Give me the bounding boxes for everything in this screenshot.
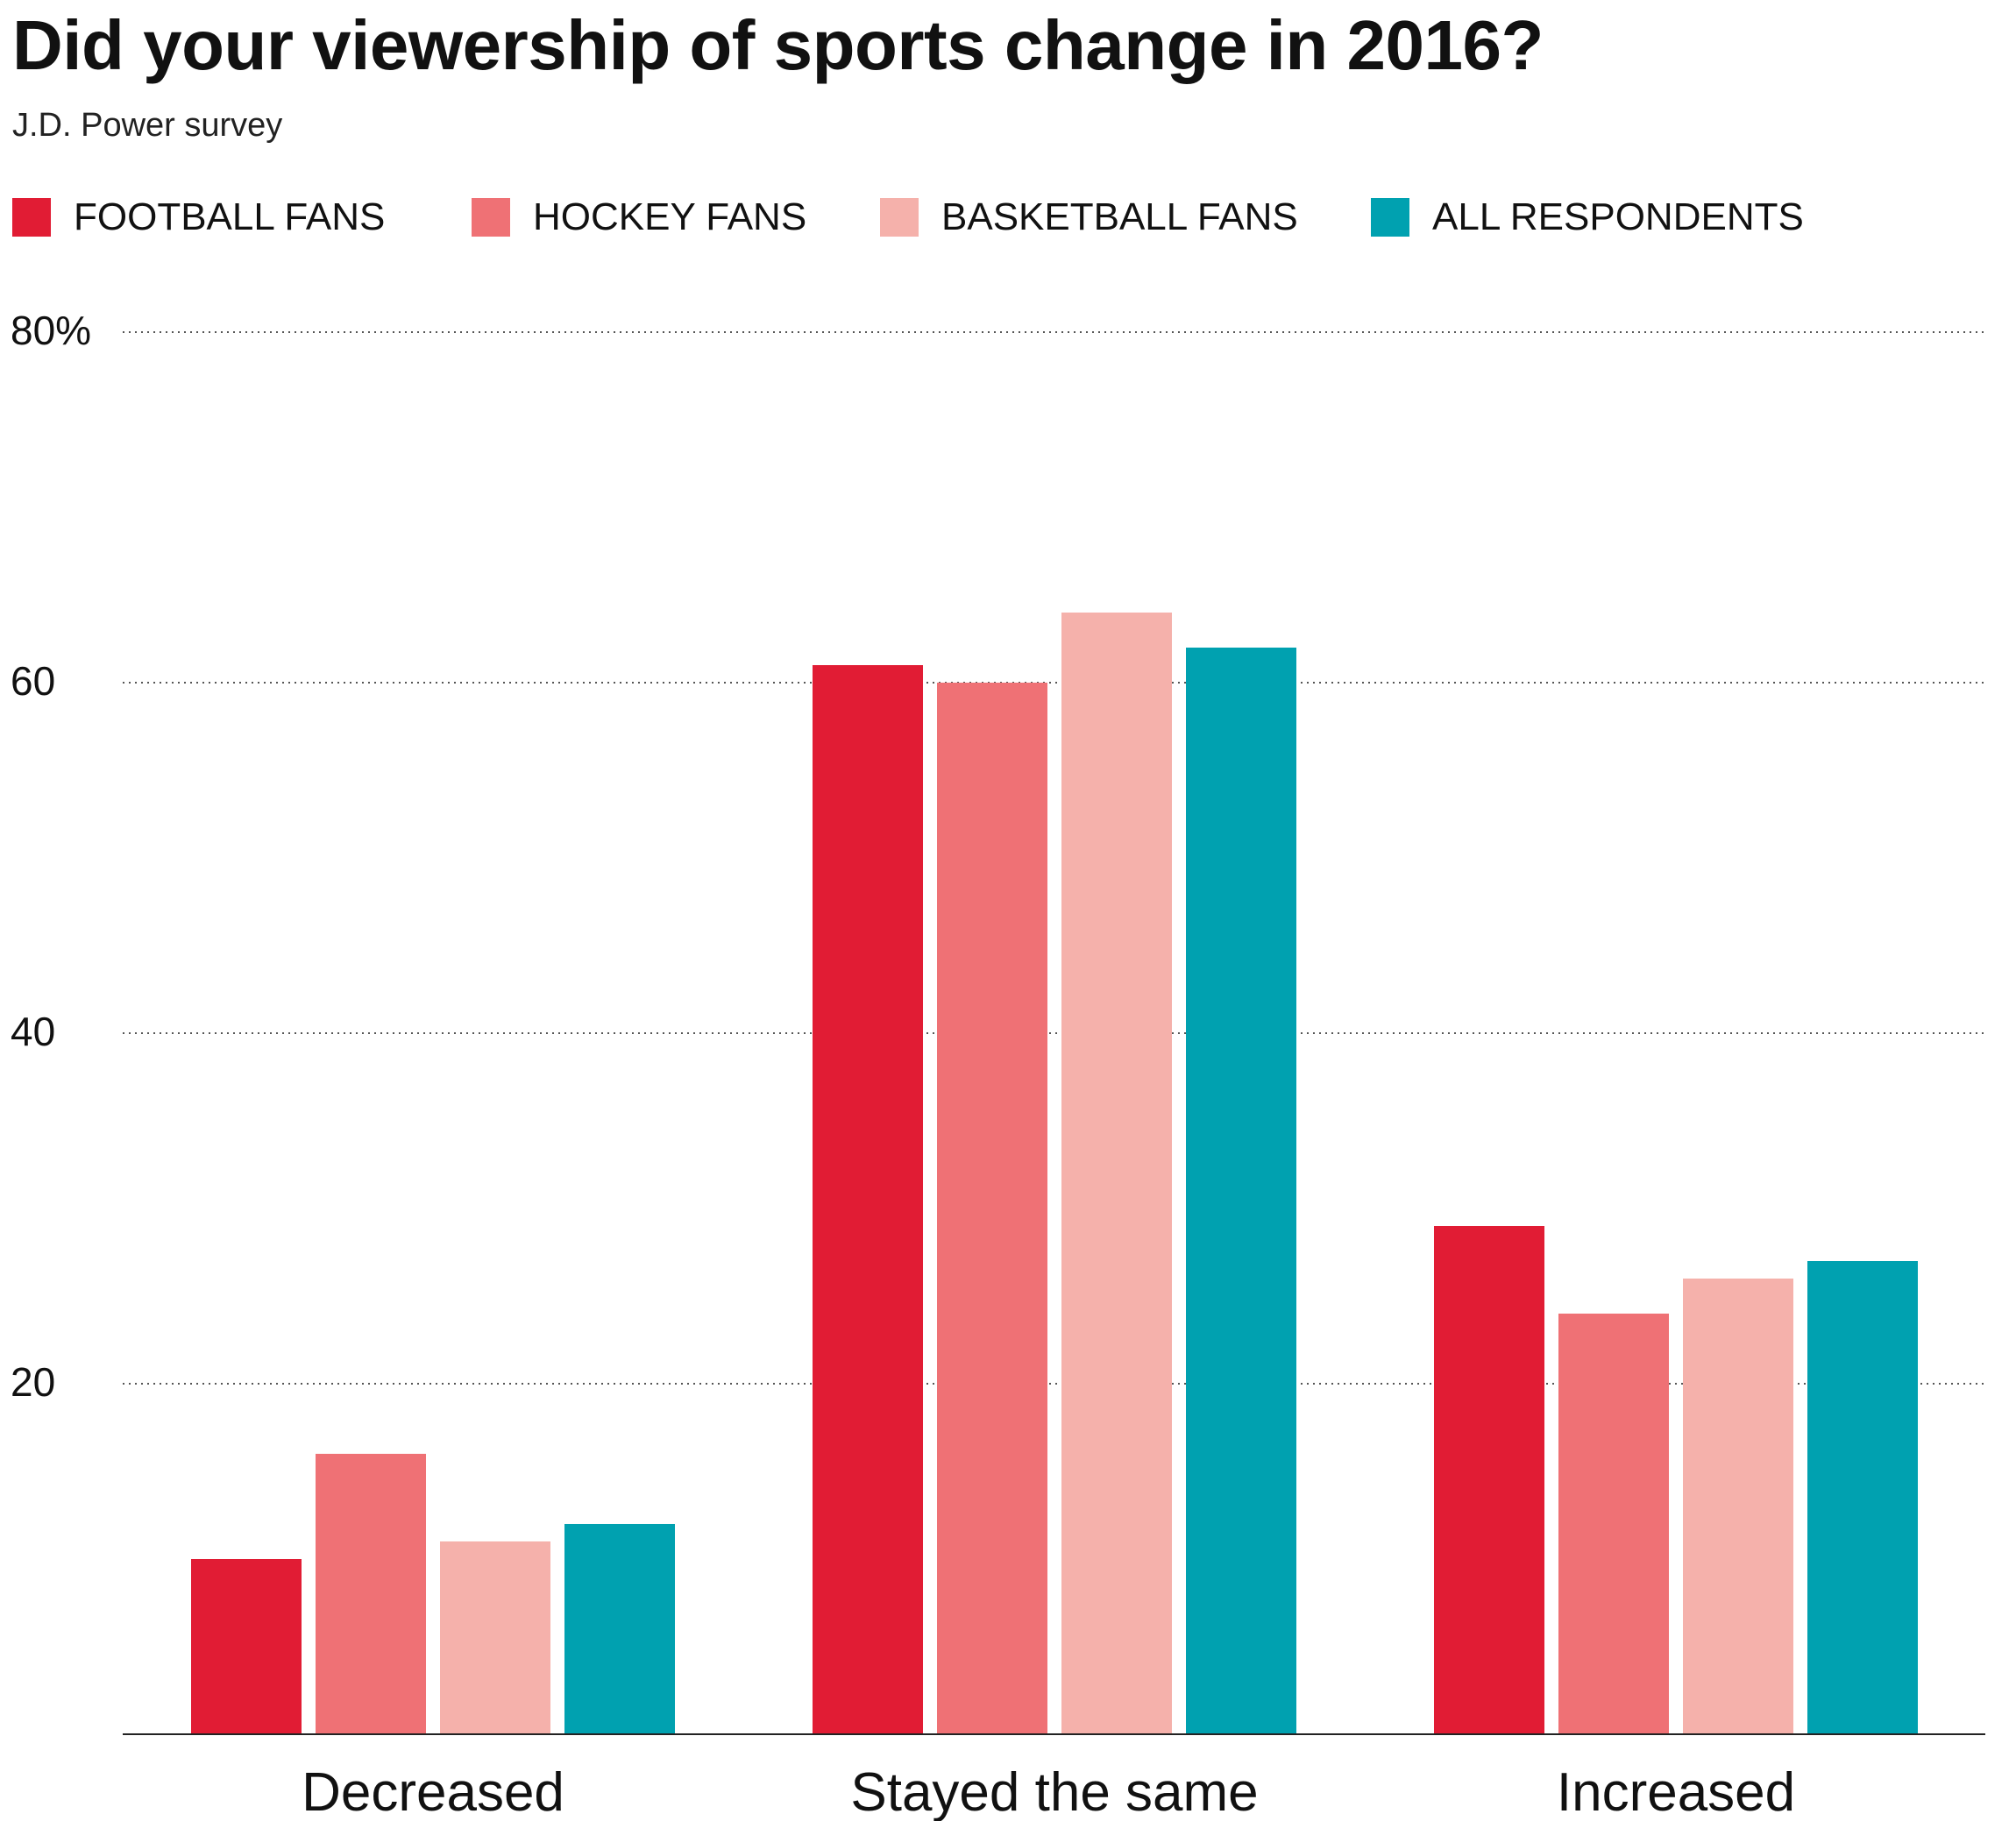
- y-tick-label: 60: [11, 658, 55, 704]
- bar-decreased-all-respondents: [564, 1524, 675, 1734]
- y-tick-label: 40: [11, 1009, 55, 1054]
- bar-stayed-the-same-all-respondents: [1186, 648, 1296, 1734]
- legend-swatch-basketball: [880, 198, 919, 237]
- legend-label-all-respondents: ALL RESPONDENTS: [1432, 195, 1804, 238]
- bar-increased-basketball-fans: [1683, 1279, 1793, 1734]
- legend: FOOTBALL FANS HOCKEY FANS BASKETBALL FAN…: [12, 195, 2011, 238]
- bar-increased-all-respondents: [1807, 1261, 1918, 1734]
- bar-decreased-basketball-fans: [440, 1541, 550, 1734]
- y-tick-label: 80%: [11, 308, 91, 353]
- legend-label-hockey: HOCKEY FANS: [533, 195, 807, 238]
- bar-stayed-the-same-basketball-fans: [1061, 613, 1172, 1734]
- legend-swatch-hockey: [472, 198, 510, 237]
- legend-item-football: FOOTBALL FANS: [12, 195, 386, 238]
- legend-item-all-respondents: ALL RESPONDENTS: [1371, 195, 1804, 238]
- bar-stayed-the-same-hockey-fans: [937, 683, 1047, 1734]
- gridlines: [123, 331, 1985, 1385]
- legend-item-basketball: BASKETBALL FANS: [880, 195, 1298, 238]
- bar-decreased-hockey-fans: [316, 1454, 426, 1734]
- bar-increased-football-fans: [1434, 1226, 1544, 1734]
- legend-label-basketball: BASKETBALL FANS: [941, 195, 1298, 238]
- legend-item-hockey: HOCKEY FANS: [472, 195, 807, 238]
- bars: [191, 613, 1918, 1734]
- legend-swatch-football: [12, 198, 51, 237]
- x-category-label: Stayed the same: [850, 1762, 1258, 1821]
- axis-labels: 20 40 60 80% Decreased Stayed the same Increas…: [11, 308, 1795, 1821]
- bar-decreased-football-fans: [191, 1559, 302, 1734]
- legend-swatch-all-respondents: [1371, 198, 1409, 237]
- y-tick-label: 20: [11, 1359, 55, 1405]
- bar-stayed-the-same-football-fans: [813, 665, 923, 1734]
- chart-subtitle: J.D. Power survey: [12, 107, 283, 144]
- chart-title: Did your viewership of sports change in …: [12, 6, 1544, 84]
- x-category-label: Decreased: [302, 1762, 564, 1821]
- legend-label-football: FOOTBALL FANS: [74, 195, 386, 238]
- x-category-label: Increased: [1557, 1762, 1795, 1821]
- bar-increased-hockey-fans: [1558, 1314, 1669, 1734]
